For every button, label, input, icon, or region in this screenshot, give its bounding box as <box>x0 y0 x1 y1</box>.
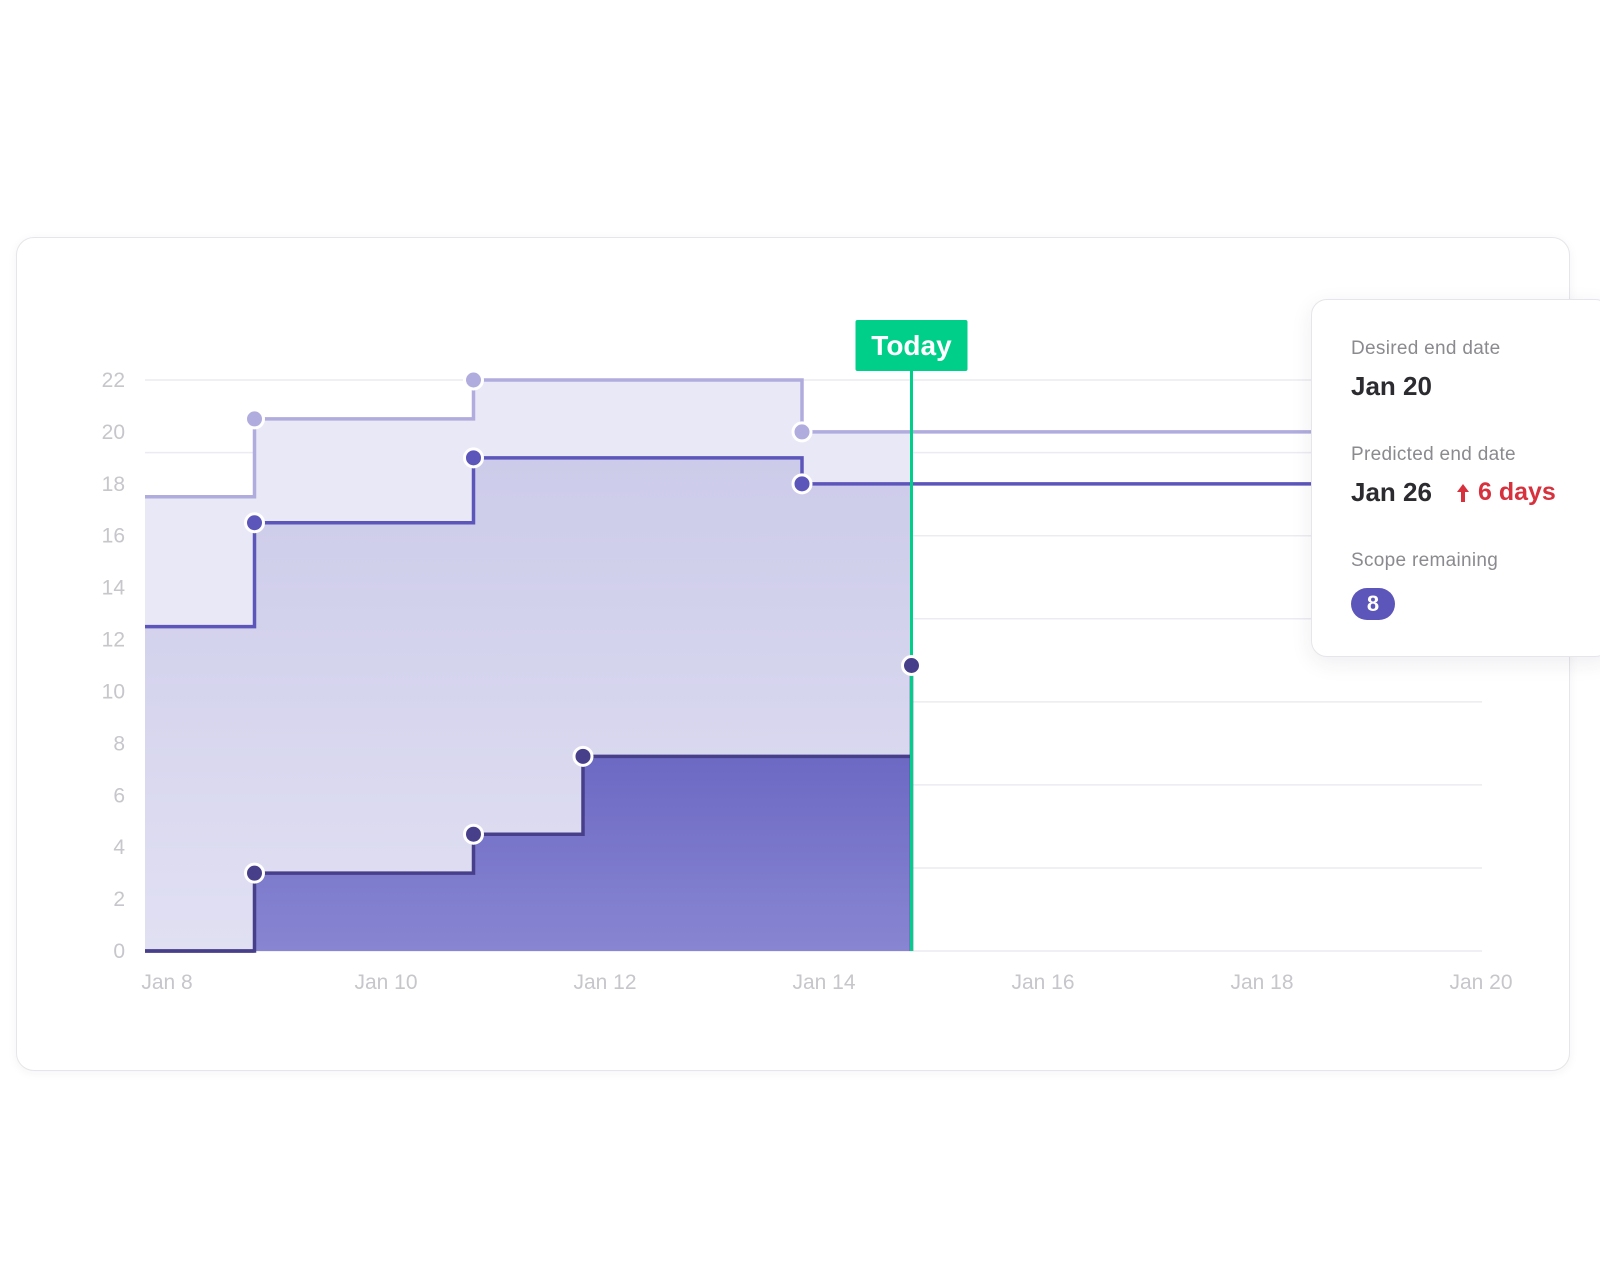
y-tick-label: 12 <box>102 629 125 652</box>
arrow-up-icon <box>1457 483 1469 502</box>
scope-remaining-badge: 8 <box>1351 588 1395 620</box>
data-point <box>901 655 922 676</box>
x-tick-label: Jan 14 <box>792 971 855 994</box>
y-tick-label: 22 <box>102 369 125 392</box>
y-tick-label: 8 <box>113 732 125 755</box>
forecast-tooltip: Desired end date Jan 20 Predicted end da… <box>1311 299 1600 657</box>
y-tick-label: 18 <box>102 473 125 496</box>
x-tick-label: Jan 8 <box>141 971 192 994</box>
predicted-end-date-label: Predicted end date <box>1351 444 1516 465</box>
series-area <box>145 756 912 951</box>
desired-end-date-label: Desired end date <box>1351 338 1501 359</box>
data-point <box>791 421 813 443</box>
data-point <box>463 823 484 845</box>
x-tick-label: Jan 16 <box>1011 971 1074 994</box>
data-point <box>244 512 265 534</box>
predicted-end-date-value: Jan 26 <box>1351 477 1432 507</box>
y-tick-label: 0 <box>113 940 125 963</box>
y-tick-label: 20 <box>102 421 125 444</box>
scope-remaining-label: Scope remaining <box>1351 550 1499 571</box>
data-point <box>572 745 594 767</box>
desired-end-date-value: Jan 20 <box>1351 371 1432 401</box>
y-tick-label: 10 <box>102 680 125 703</box>
data-point <box>463 447 484 469</box>
data-point <box>463 369 484 391</box>
x-tick-label: Jan 12 <box>573 971 636 994</box>
x-tick-label: Jan 20 <box>1449 971 1512 994</box>
y-tick-label: 14 <box>102 577 126 600</box>
data-point <box>791 473 813 495</box>
today-label: Today <box>871 330 952 361</box>
delay-days: 6 days <box>1478 478 1556 506</box>
delay-indicator: 6 days <box>1456 478 1556 507</box>
y-tick-label: 4 <box>113 836 125 859</box>
y-tick-label: 2 <box>113 888 125 911</box>
y-tick-label: 16 <box>102 525 125 548</box>
y-tick-label: 6 <box>113 784 125 807</box>
x-tick-label: Jan 18 <box>1230 971 1293 994</box>
x-tick-label: Jan 10 <box>354 971 417 994</box>
data-point <box>244 862 265 884</box>
data-point <box>244 408 265 430</box>
today-label-bg <box>855 320 968 371</box>
